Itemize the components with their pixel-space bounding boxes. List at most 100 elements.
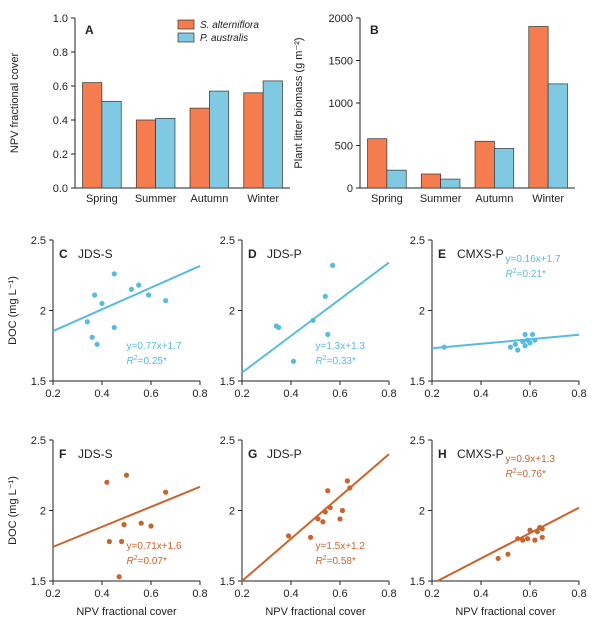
x-tick-label: Autumn [475,193,513,205]
data-point [539,526,545,532]
r-squared: R2=0.21* [506,268,546,280]
bar-p-australis [494,148,515,189]
y-tick-label: 2 [419,306,425,318]
panel-h: 0.2 0.4 0.6 0.81.522.5H CMXS-P y=0.9x+1.3R2=0… [410,435,587,618]
x-tick-label: 0.8 [192,388,207,400]
regression-line [52,265,201,333]
x-tick-label: 0.8 [381,388,396,400]
bar-p-australis [262,80,283,189]
data-point [276,324,282,331]
y-tick-label: 2.5 [31,435,46,447]
data-point [495,555,501,562]
x-tick-label: 0.4 [283,388,298,400]
x-tick-label: 0.8 [571,388,586,400]
data-point [119,538,125,545]
bar-p-australis [386,169,407,189]
data-point [330,262,336,268]
data-point [527,340,533,346]
data-point [84,319,90,325]
x-tick-label: 0.4 [473,588,488,600]
x-tick-label: 0.6 [522,588,537,600]
data-point [322,509,328,515]
regression-line [431,333,580,350]
legend-swatch-s-alterniflora [177,19,195,30]
legend-label-p-australis: P. australis [200,33,248,44]
data-point [308,534,314,540]
fit-equation: y=0.9x+1.3 [506,454,556,465]
data-point [121,522,127,528]
bar-s-alterniflora [420,173,441,189]
x-tick-label: 0.2 [234,388,249,400]
legend-swatch-p-australis [177,32,195,43]
bar-s-alterniflora [474,140,495,189]
r-squared-exponent: 2 [323,355,327,362]
x-tick-label: 0.4 [94,388,109,400]
x-tick-label: 0.6 [332,388,347,400]
panel-f: 0.2 0.4 0.6 0.81.522.5F JDS-Sy=0.71x+1.6R2=0… [7,435,208,618]
x-tick-label: Summer [135,193,177,205]
r-squared-symbol: R [316,556,323,567]
data-point [532,537,538,543]
panel-d: 0.2 0.4 0.6 0.81.522.5D JDS-Py=1.3x+1.3R2=0.… [220,235,397,400]
x-axis-label: NPV fractional cover [76,606,177,618]
r-squared: R2=0.07* [127,555,167,567]
data-point [163,489,169,495]
y-axis-label: DOC (mg L⁻¹) [7,276,19,345]
x-tick-label: Winter [532,193,564,205]
r-squared-value: =0.07* [138,556,167,567]
bar-s-alterniflora [189,107,210,189]
data-point [89,334,95,340]
data-point [111,271,117,277]
y-tick-label: 1.5 [410,576,425,588]
x-axis-label: NPV fractional cover [265,606,366,618]
panel-letter: B [370,23,379,37]
x-tick-label: 0.8 [571,588,586,600]
r-squared-symbol: R [127,556,134,567]
bar-s-alterniflora [367,138,388,189]
data-point [104,479,110,485]
regression-line [241,261,390,374]
r-squared-value: =0.58* [327,556,356,567]
data-point [92,292,98,298]
data-point [524,536,531,542]
data-point [163,298,169,304]
data-point [347,485,353,491]
fit-equation: y=0.71x+1.6 [127,541,182,552]
site-name: JDS-P [267,447,302,461]
bar-p-australis [547,83,568,189]
data-point [337,516,343,522]
panel-letter: D [248,247,257,261]
site-name: JDS-P [267,247,302,261]
legend-label-s-alterniflora: S. alterniflora [200,20,259,31]
bar-s-alterniflora [528,26,549,189]
r-squared-exponent: 2 [134,355,138,362]
r-squared-symbol: R [506,269,513,280]
bar-p-australis [440,178,461,189]
site-name: JDS-S [78,247,113,261]
data-point [441,344,447,350]
panel-e: 0.2 0.4 0.6 0.81.522.5E CMXS-P y=0.16x+1.7R2=… [410,235,587,400]
x-tick-label: 0.6 [522,388,537,400]
y-tick-label: 2.5 [220,435,235,447]
x-tick-label: Autumn [190,193,228,205]
data-point [325,331,331,338]
r-squared-value: =0.76* [517,469,546,480]
data-point [527,527,533,533]
panel-letter: E [438,247,446,261]
x-tick-label: Summer [420,193,462,205]
data-point [285,533,292,539]
r-squared-exponent: 2 [513,468,517,475]
data-point [148,523,154,529]
x-tick-label: 0.2 [45,588,60,600]
y-tick-label: 2 [229,306,235,318]
data-point [534,529,540,535]
data-point [539,534,545,540]
bar-p-australis [155,117,176,189]
legend: S. alterniflora P. australis [177,19,259,44]
fit-equation: y=0.16x+1.7 [506,254,561,265]
data-point [515,536,521,542]
x-axis-label: NPV fractional cover [455,606,556,618]
data-point [512,341,518,347]
data-point [320,519,326,525]
x-tick-label: 0.4 [283,588,298,600]
